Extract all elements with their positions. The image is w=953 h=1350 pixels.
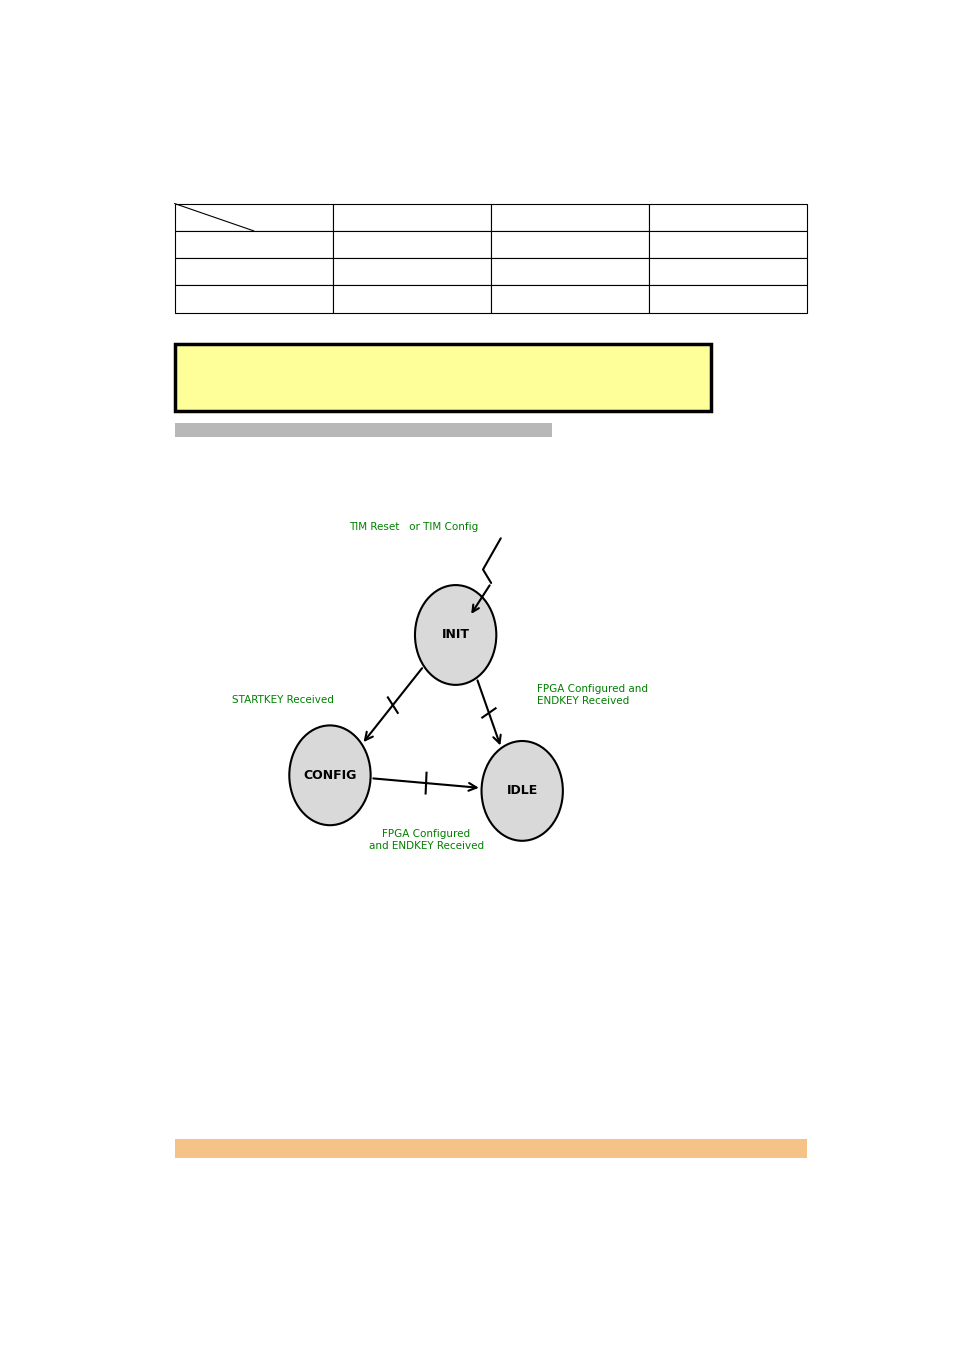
Ellipse shape <box>415 585 496 684</box>
FancyBboxPatch shape <box>333 285 490 313</box>
Text: TIM Reset   or TIM Config: TIM Reset or TIM Config <box>348 522 477 532</box>
FancyBboxPatch shape <box>490 231 648 258</box>
Text: CONFIG: CONFIG <box>303 768 356 782</box>
FancyBboxPatch shape <box>333 231 490 258</box>
Text: FPGA Configured
and ENDKEY Received: FPGA Configured and ENDKEY Received <box>368 829 483 850</box>
FancyBboxPatch shape <box>174 344 710 412</box>
FancyBboxPatch shape <box>174 285 333 313</box>
FancyBboxPatch shape <box>648 285 806 313</box>
FancyBboxPatch shape <box>490 204 648 231</box>
FancyBboxPatch shape <box>490 258 648 285</box>
FancyBboxPatch shape <box>174 258 333 285</box>
FancyBboxPatch shape <box>333 258 490 285</box>
FancyBboxPatch shape <box>174 1139 806 1158</box>
FancyBboxPatch shape <box>648 204 806 231</box>
FancyBboxPatch shape <box>648 258 806 285</box>
FancyBboxPatch shape <box>648 231 806 258</box>
FancyBboxPatch shape <box>333 204 490 231</box>
Text: STARTKEY Received: STARTKEY Received <box>232 695 334 706</box>
Ellipse shape <box>481 741 562 841</box>
FancyBboxPatch shape <box>174 204 333 231</box>
Text: FPGA Configured and
ENDKEY Received: FPGA Configured and ENDKEY Received <box>537 684 647 706</box>
Text: INIT: INIT <box>441 629 469 641</box>
Text: IDLE: IDLE <box>506 784 537 798</box>
FancyBboxPatch shape <box>490 285 648 313</box>
FancyBboxPatch shape <box>174 231 333 258</box>
Ellipse shape <box>289 725 370 825</box>
FancyBboxPatch shape <box>174 423 551 437</box>
